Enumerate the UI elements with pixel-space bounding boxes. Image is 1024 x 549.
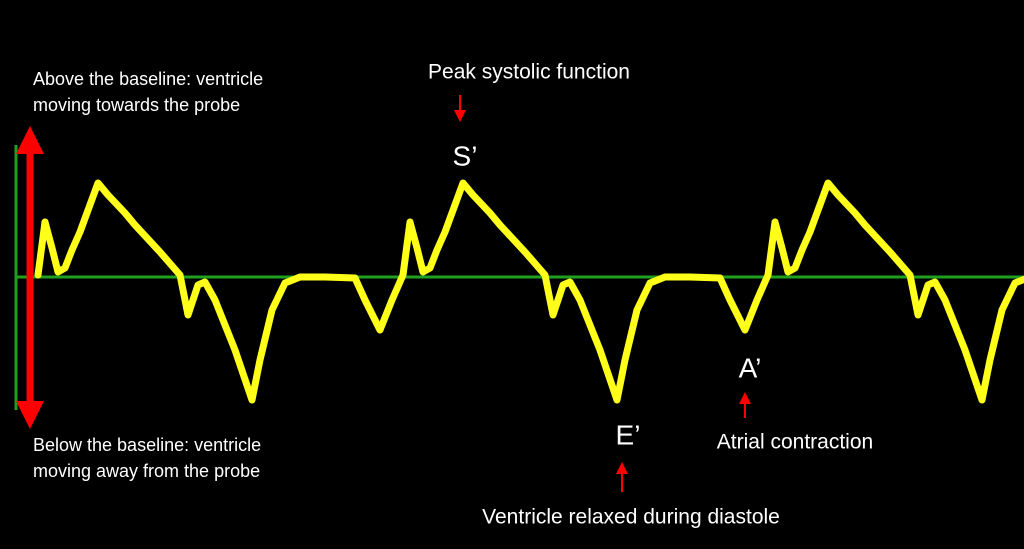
s-wave-label: S’ (453, 140, 478, 171)
e-wave-label: E’ (616, 419, 641, 450)
waveform (34, 179, 1024, 404)
a-wave-label: A’ (739, 352, 762, 383)
below-label: moving away from the probe (33, 461, 260, 481)
a-label: Atrial contraction (717, 431, 873, 454)
above-label: Above the baseline: ventricle (33, 69, 263, 89)
e-label: Ventricle relaxed during diastole (482, 506, 780, 529)
below-label: Below the baseline: ventricle (33, 435, 261, 455)
peak-label: Peak systolic function (428, 61, 630, 84)
above-label: moving towards the probe (33, 95, 240, 115)
